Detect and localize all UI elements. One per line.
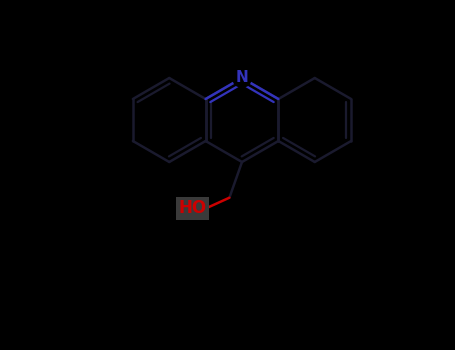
Circle shape bbox=[233, 69, 251, 87]
Text: N: N bbox=[236, 70, 248, 85]
Text: HO: HO bbox=[178, 199, 206, 217]
